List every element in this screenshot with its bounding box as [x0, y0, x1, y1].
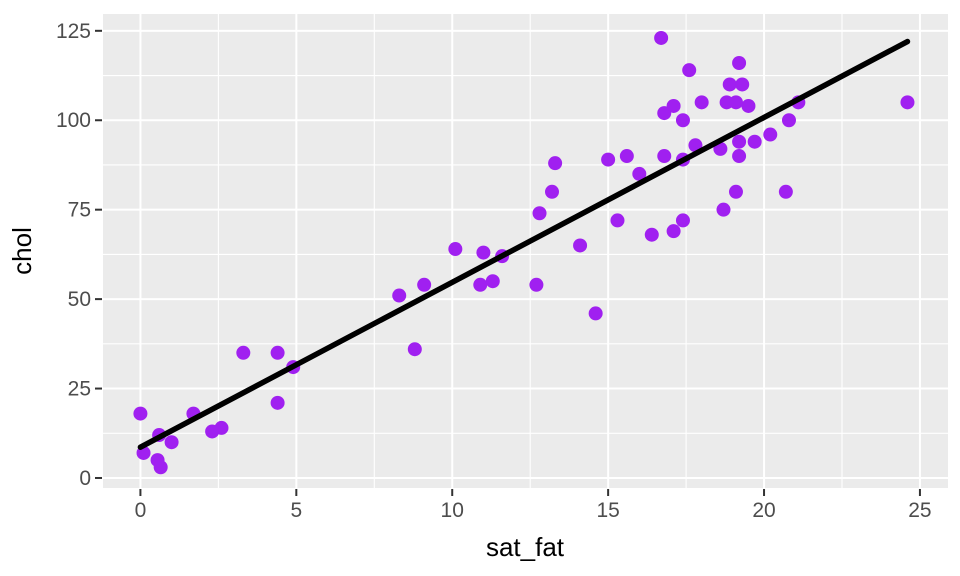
data-point: [485, 274, 500, 289]
data-point: [722, 77, 737, 92]
x-tick-label: 5: [290, 499, 302, 522]
y-tick-label: 125: [56, 20, 91, 43]
data-point: [716, 202, 731, 217]
data-point: [666, 98, 681, 113]
data-point: [473, 277, 488, 292]
x-tick-label: 15: [596, 499, 619, 522]
y-tick-label: 75: [68, 199, 91, 222]
data-point: [548, 156, 563, 171]
data-point: [417, 277, 432, 292]
data-point: [763, 127, 778, 142]
data-point: [781, 113, 796, 128]
fit-line: [137, 38, 911, 450]
data-point: [732, 56, 747, 71]
data-point: [270, 345, 285, 360]
y-tick-label: 100: [56, 109, 91, 132]
data-point: [164, 435, 179, 450]
x-tick-label: 0: [135, 499, 147, 522]
data-point: [732, 134, 747, 149]
data-point: [153, 460, 168, 475]
data-point: [532, 206, 547, 221]
data-point: [728, 95, 743, 110]
x-tick-label: 25: [908, 499, 931, 522]
data-point: [644, 227, 659, 242]
data-point: [407, 342, 422, 357]
data-point: [666, 224, 681, 239]
data-point: [214, 420, 229, 435]
data-point: [573, 238, 588, 253]
data-point: [741, 98, 756, 113]
data-point: [657, 149, 672, 164]
data-point: [778, 184, 793, 199]
data-point: [732, 149, 747, 164]
data-point: [529, 277, 544, 292]
data-point: [694, 95, 709, 110]
data-point: [632, 166, 647, 181]
data-point: [448, 242, 463, 257]
x-tick-label: 10: [441, 499, 464, 522]
data-point: [392, 288, 407, 303]
data-point: [601, 152, 616, 167]
data-point: [545, 184, 560, 199]
data-point: [270, 395, 285, 410]
data-point: [619, 149, 634, 164]
y-tick-label: 50: [68, 288, 91, 311]
data-point: [654, 30, 669, 45]
y-axis-title: chol: [7, 227, 37, 275]
data-point: [735, 77, 750, 92]
x-tick-label: 20: [752, 499, 775, 522]
data-point: [675, 113, 690, 128]
data-point: [747, 134, 762, 149]
data-point: [588, 306, 603, 321]
data-point: [610, 213, 625, 228]
data-point: [133, 406, 148, 421]
x-axis-title: sat_fat: [485, 532, 565, 562]
data-point: [682, 63, 697, 78]
data-point: [675, 213, 690, 228]
data-point: [728, 184, 743, 199]
data-point: [236, 345, 251, 360]
y-tick-label: 0: [79, 467, 91, 490]
data-point: [476, 245, 491, 260]
y-tick-label: 25: [68, 378, 91, 401]
data-point: [900, 95, 915, 110]
